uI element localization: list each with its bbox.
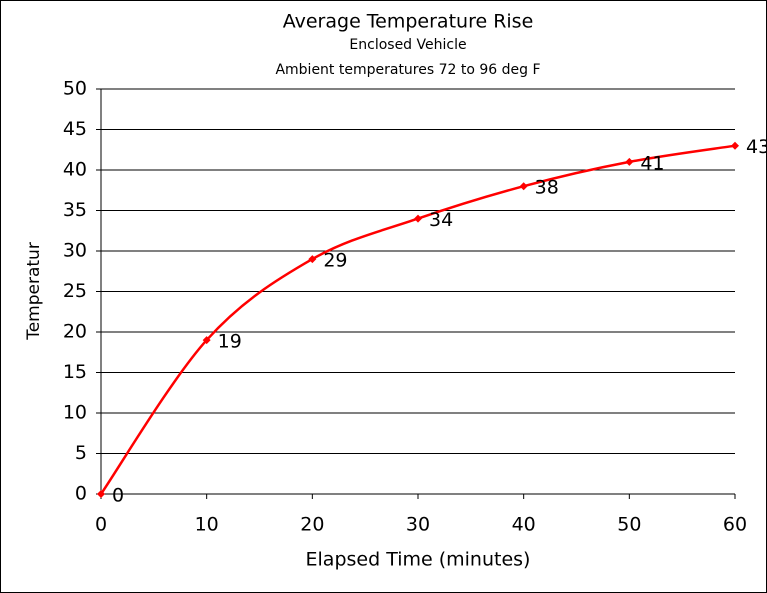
chart-title: Average Temperature Rise — [283, 11, 534, 33]
y-tick-label: 5 — [75, 442, 87, 464]
marker — [414, 214, 422, 223]
y-tick-label: 35 — [63, 199, 87, 221]
x-tick-label: 60 — [723, 514, 747, 536]
y-tick-label: 45 — [63, 118, 87, 140]
y-axis-label: Temperatur — [24, 242, 44, 341]
x-axis-label: Elapsed Time (minutes) — [306, 549, 531, 571]
y-tick-label: 10 — [63, 402, 87, 424]
marker — [308, 255, 317, 264]
data-label: 34 — [429, 209, 453, 231]
chart-subtitle: Enclosed Vehicle — [349, 37, 466, 53]
y-tick-label: 15 — [63, 361, 87, 383]
data-label: 41 — [640, 152, 664, 174]
x-tick-label: 30 — [406, 514, 430, 536]
y-tick-label: 40 — [63, 159, 87, 181]
marker — [519, 182, 528, 191]
x-tick-label: 20 — [300, 514, 324, 536]
marker — [731, 141, 739, 150]
data-label: 29 — [323, 250, 347, 272]
data-label: 0 — [112, 485, 124, 507]
data-label: 19 — [218, 331, 242, 353]
y-tick-label: 50 — [63, 78, 87, 100]
y-tick-label: 30 — [63, 240, 87, 262]
x-tick-label: 40 — [512, 514, 536, 536]
y-tick-label: 20 — [63, 321, 87, 343]
x-tick-label: 0 — [95, 514, 107, 536]
chart-subtitle: Ambient temperatures 72 to 96 deg F — [275, 62, 540, 78]
y-tick-label: 0 — [75, 483, 87, 505]
x-tick-label: 50 — [617, 514, 641, 536]
data-label: 38 — [535, 177, 559, 199]
y-tick-label: 25 — [63, 280, 87, 302]
marker — [625, 157, 634, 166]
data-label: 43 — [746, 136, 767, 158]
marker — [202, 336, 211, 345]
marker — [97, 490, 105, 498]
x-tick-label: 10 — [195, 514, 219, 536]
